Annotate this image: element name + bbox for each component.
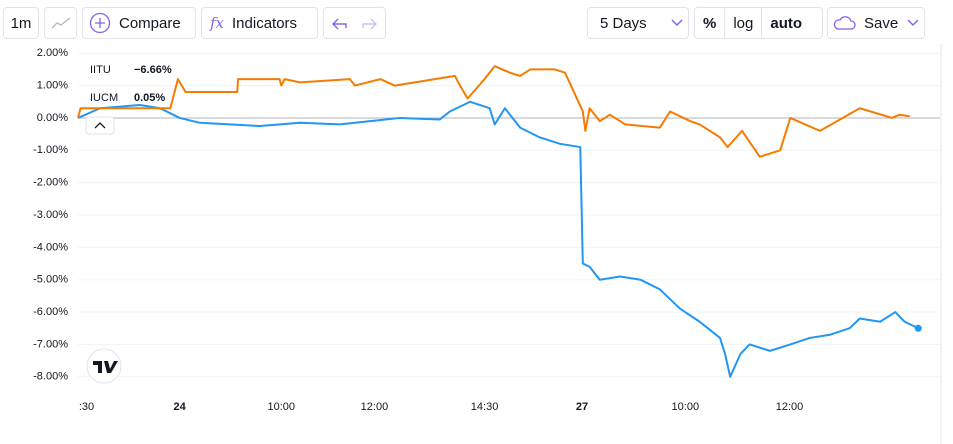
undo-button[interactable] — [330, 16, 348, 30]
x-tick-label: 12:00 — [776, 401, 804, 413]
compare-icon — [89, 12, 111, 34]
compare-label: Compare — [119, 14, 181, 32]
y-tick-label: -6.00% — [33, 306, 68, 318]
legend-name: IITU — [90, 64, 111, 76]
scale-buttons: % log auto — [694, 7, 823, 39]
series-line — [77, 65, 910, 158]
series-line — [77, 100, 919, 378]
chart: 2.00% 1.00% 0.00% -1.00% -2.00% -3.00% -4.00% -… — [33, 44, 942, 444]
x-tick-label: 24 — [174, 401, 187, 413]
interval-button[interactable]: 1m — [3, 7, 39, 39]
undo-redo — [323, 7, 386, 39]
save-label: Save — [864, 14, 899, 32]
legend-name: IUCM — [90, 92, 118, 104]
indicators-icon: fx — [210, 14, 225, 32]
x-tick-label: 10:00 — [268, 401, 296, 413]
compare-button[interactable]: Compare — [82, 7, 196, 39]
y-tick-label: 1.00% — [37, 79, 68, 91]
range-button[interactable]: 5 Days — [587, 7, 689, 39]
y-tick-label: -8.00% — [33, 371, 68, 383]
x-tick-label: :30 — [79, 401, 94, 413]
y-tick-label: 2.00% — [37, 47, 68, 59]
indicators-label: Indicators — [232, 14, 298, 32]
redo-button[interactable] — [361, 16, 379, 30]
y-tick-label: -2.00% — [33, 177, 68, 189]
range-label: 5 Days — [600, 14, 647, 32]
auto-button[interactable]: auto — [762, 8, 810, 38]
x-tick-label: 14:30 — [471, 401, 499, 413]
chart-style-icon — [51, 17, 70, 29]
x-tick-label: 27 — [576, 401, 588, 413]
save-button[interactable]: Save — [827, 7, 925, 39]
x-tick-label: 10:00 — [672, 401, 700, 413]
logo — [86, 348, 122, 384]
log-label: log — [733, 14, 754, 32]
save-icon — [833, 16, 856, 30]
x-tick-label: 12:00 — [361, 401, 389, 413]
last-point — [914, 324, 922, 332]
y-tick-label: -1.00% — [33, 144, 68, 156]
interval-label: 1m — [10, 14, 32, 32]
chart-style-button[interactable] — [44, 7, 77, 39]
percent-button[interactable]: % — [695, 8, 726, 38]
log-button[interactable]: log — [725, 8, 763, 38]
y-tick-label: 0.00% — [37, 112, 68, 124]
legend-change: 0.05% — [134, 92, 165, 104]
indicators-button[interactable]: fx Indicators — [201, 7, 318, 39]
y-tick-label: -5.00% — [33, 274, 68, 286]
save-caret — [907, 19, 919, 27]
range-caret — [671, 19, 683, 27]
y-tick-label: -3.00% — [33, 209, 68, 221]
collapse-button[interactable] — [85, 116, 115, 135]
y-tick-label: -7.00% — [33, 338, 68, 350]
y-tick-label: -4.00% — [33, 241, 68, 253]
legend-change: −6.66% — [134, 64, 172, 76]
auto-label: auto — [770, 14, 803, 32]
percent-label: % — [703, 14, 717, 32]
